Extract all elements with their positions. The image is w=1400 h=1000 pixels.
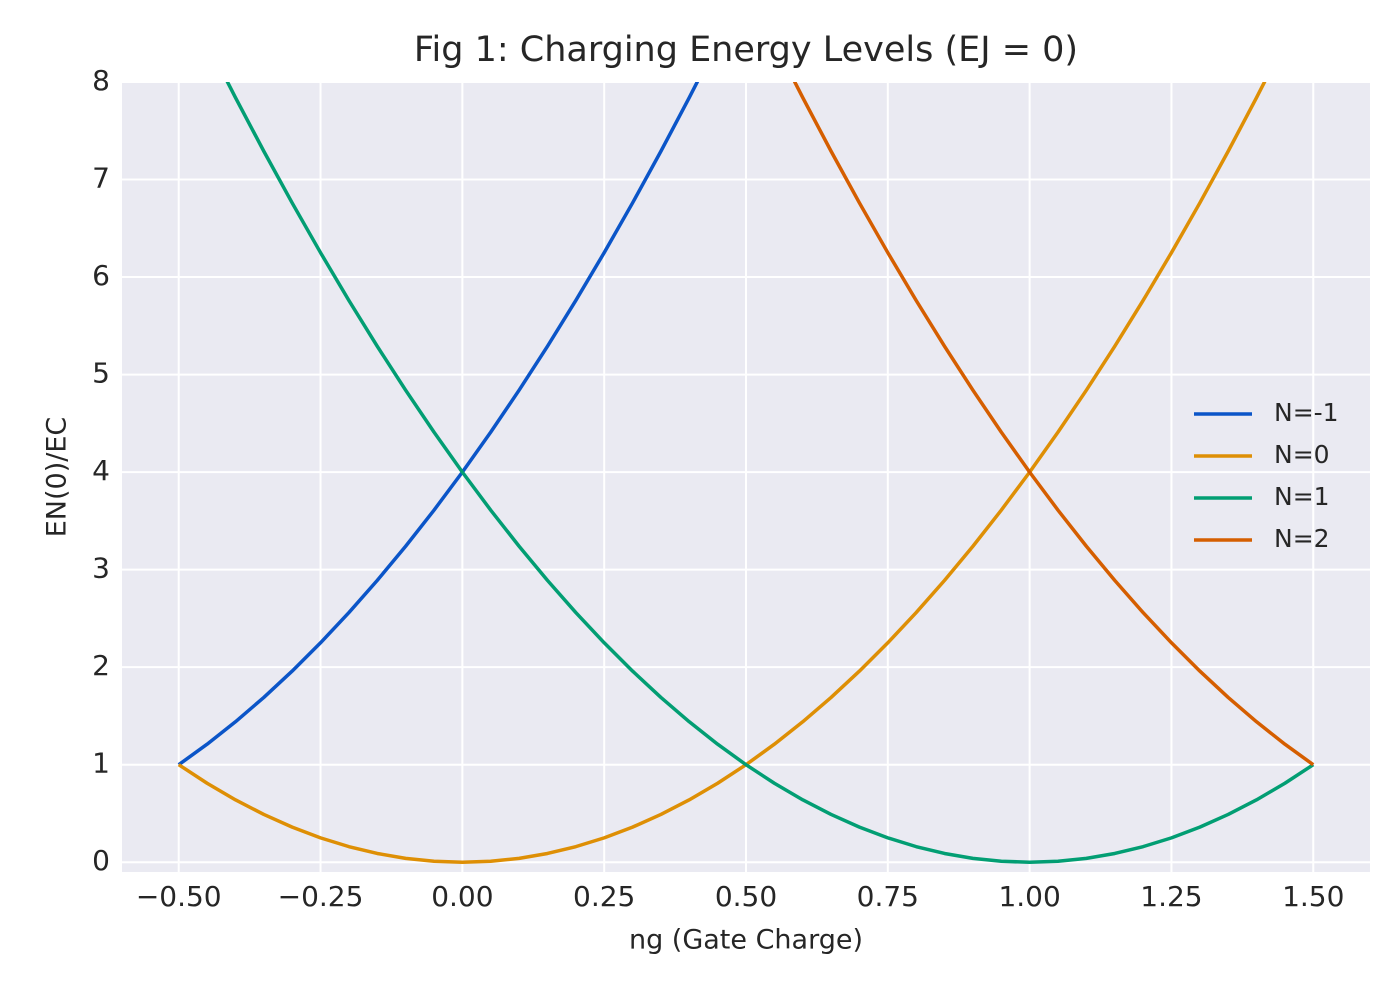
legend-label: N=-1: [1274, 398, 1339, 427]
x-tick-label: 0.00: [431, 880, 493, 913]
y-tick-label: 6: [92, 259, 110, 292]
x-tick-label: 0.50: [715, 880, 777, 913]
x-tick-label: −0.25: [278, 880, 364, 913]
series-line: [225, 82, 1315, 864]
legend-label: N=2: [1274, 524, 1330, 553]
labels: −0.50 −0.25 0.00 0.25 0.50 0.75 1.00 1.25 1.50 0 1…: [92, 64, 1344, 913]
series-line: [792, 82, 1315, 767]
series-line: [177, 82, 700, 767]
y-tick-label: 1: [92, 747, 110, 780]
x-tick-label: 1.00: [998, 880, 1060, 913]
y-tick-label: 5: [92, 357, 110, 390]
y-axis-label: EN(0)/EC: [42, 417, 73, 538]
x-tick-label: 1.50: [1282, 880, 1344, 913]
x-tick-label: −0.50: [136, 880, 222, 913]
chart-title: Fig 1: Charging Energy Levels (EJ = 0): [414, 30, 1078, 70]
y-tick-label: 0: [92, 844, 110, 877]
legend-label: N=1: [1274, 482, 1330, 511]
y-tick-label: 2: [92, 649, 110, 682]
lines: [177, 82, 1315, 864]
y-tick-label: 4: [92, 454, 110, 487]
x-tick-label: 1.25: [1140, 880, 1202, 913]
y-tick-label: 8: [92, 64, 110, 97]
legend: N=-1 N=0 N=1 N=2: [1194, 398, 1339, 553]
y-tick-label: 3: [92, 552, 110, 585]
y-tick-label: 7: [92, 162, 110, 195]
x-axis-label: ng (Gate Charge): [629, 925, 863, 956]
x-tick-label: 0.75: [857, 880, 919, 913]
x-tick-label: 0.25: [573, 880, 635, 913]
legend-label: N=0: [1274, 440, 1330, 469]
